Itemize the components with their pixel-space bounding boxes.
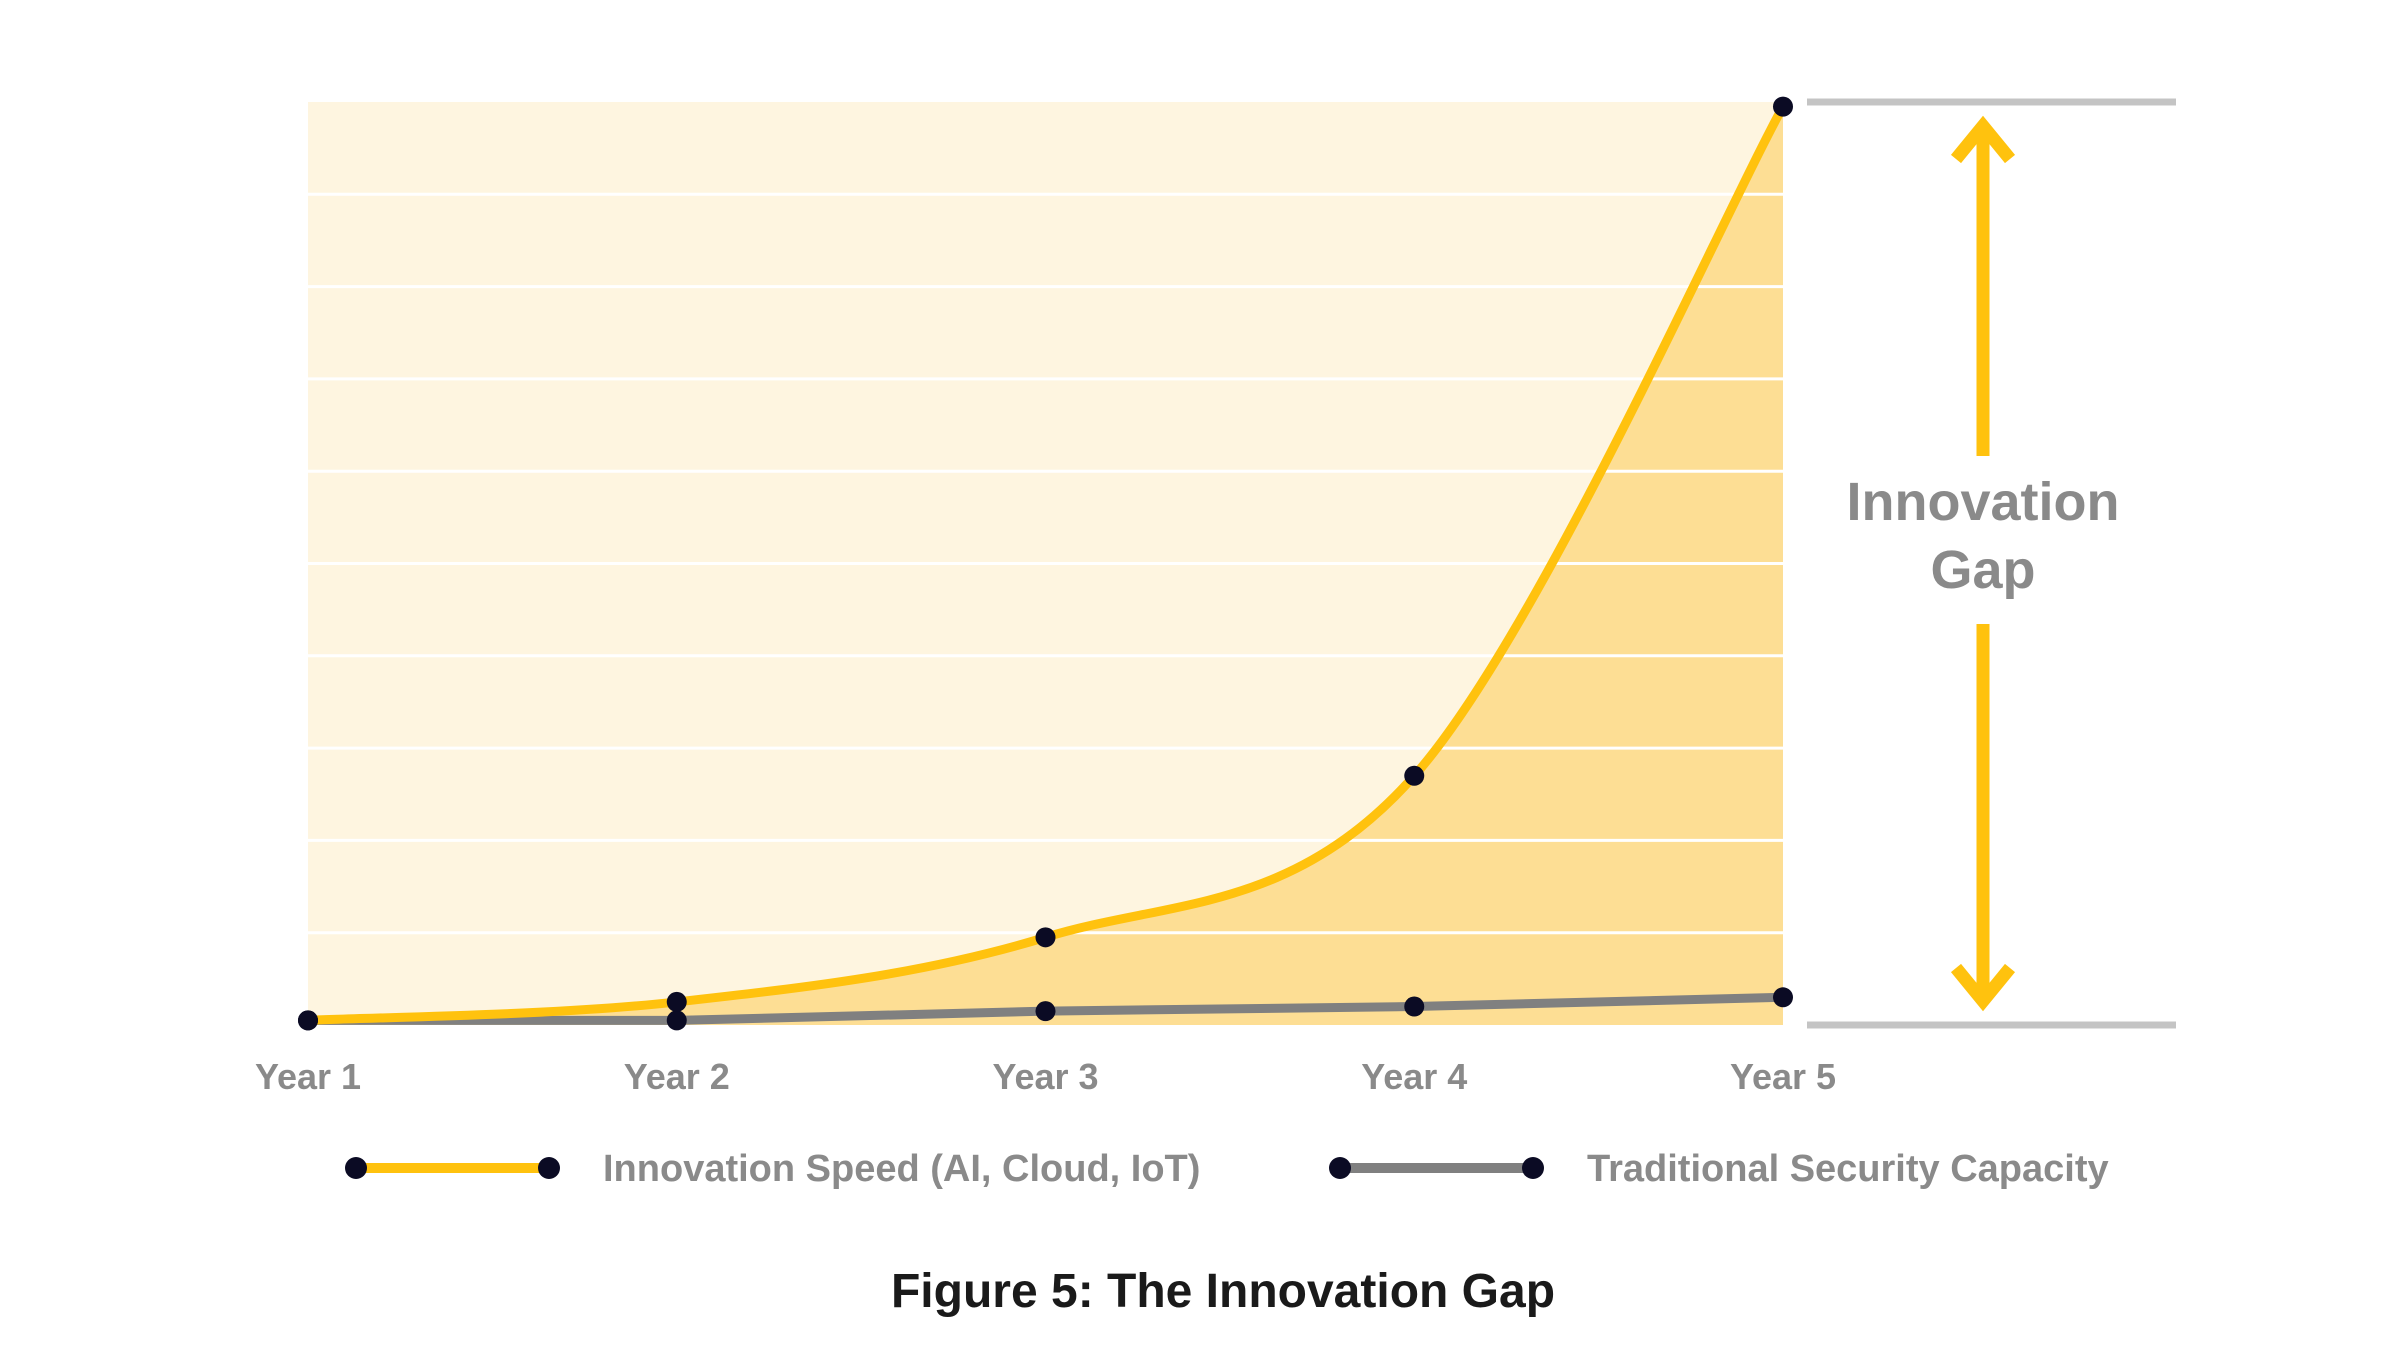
x-tick-label: Year 2: [624, 1056, 730, 1097]
legend-item-security: Traditional Security Capacity: [1329, 1148, 2109, 1190]
innovation-area-fill: [308, 106, 1783, 1026]
innovation-point-3: [1035, 927, 1056, 948]
innovation-point-5: [1773, 96, 1793, 117]
x-tick-label: Year 1: [255, 1056, 361, 1097]
legend-marker-innovation-start: [345, 1157, 367, 1179]
security-point-2: [666, 1010, 687, 1031]
legend-marker-innovation-end: [538, 1157, 560, 1179]
data-points: [298, 96, 1793, 1031]
gap-label-line1: Innovation: [1847, 472, 2120, 532]
legend-label-security: Traditional Security Capacity: [1587, 1148, 2109, 1190]
innovation-point-2: [666, 991, 687, 1012]
figure-caption: Figure 5: The Innovation Gap: [891, 1265, 1555, 1318]
innovation-point-4: [1404, 765, 1425, 786]
x-tick-label: Year 3: [992, 1056, 1098, 1097]
security-point-4: [1404, 996, 1425, 1017]
innovation-point-1: [298, 1010, 318, 1031]
legend: Innovation Speed (AI, Cloud, IoT) Tradit…: [345, 1148, 2109, 1190]
x-tick-label: Year 5: [1730, 1056, 1836, 1097]
gap-arrow-down-icon: [1950, 624, 2016, 1012]
security-point-3: [1035, 1001, 1056, 1022]
innovation-speed-line: [303, 102, 1788, 1025]
gap-annotation: Innovation Gap: [1807, 98, 2176, 1029]
security-point-5: [1773, 987, 1793, 1008]
gridlines: [308, 192, 1783, 935]
gap-arrow-up-icon: [1950, 115, 2016, 456]
x-tick-label: Year 4: [1361, 1056, 1467, 1097]
legend-item-innovation: Innovation Speed (AI, Cloud, IoT): [345, 1148, 1200, 1190]
legend-label-innovation: Innovation Speed (AI, Cloud, IoT): [603, 1148, 1200, 1190]
legend-marker-security-start: [1329, 1157, 1351, 1179]
x-axis-ticks: Year 1 Year 2 Year 3 Year 4 Year 5: [255, 1056, 1836, 1097]
gap-label-line2: Gap: [1930, 540, 2035, 600]
legend-marker-security-end: [1522, 1157, 1544, 1179]
